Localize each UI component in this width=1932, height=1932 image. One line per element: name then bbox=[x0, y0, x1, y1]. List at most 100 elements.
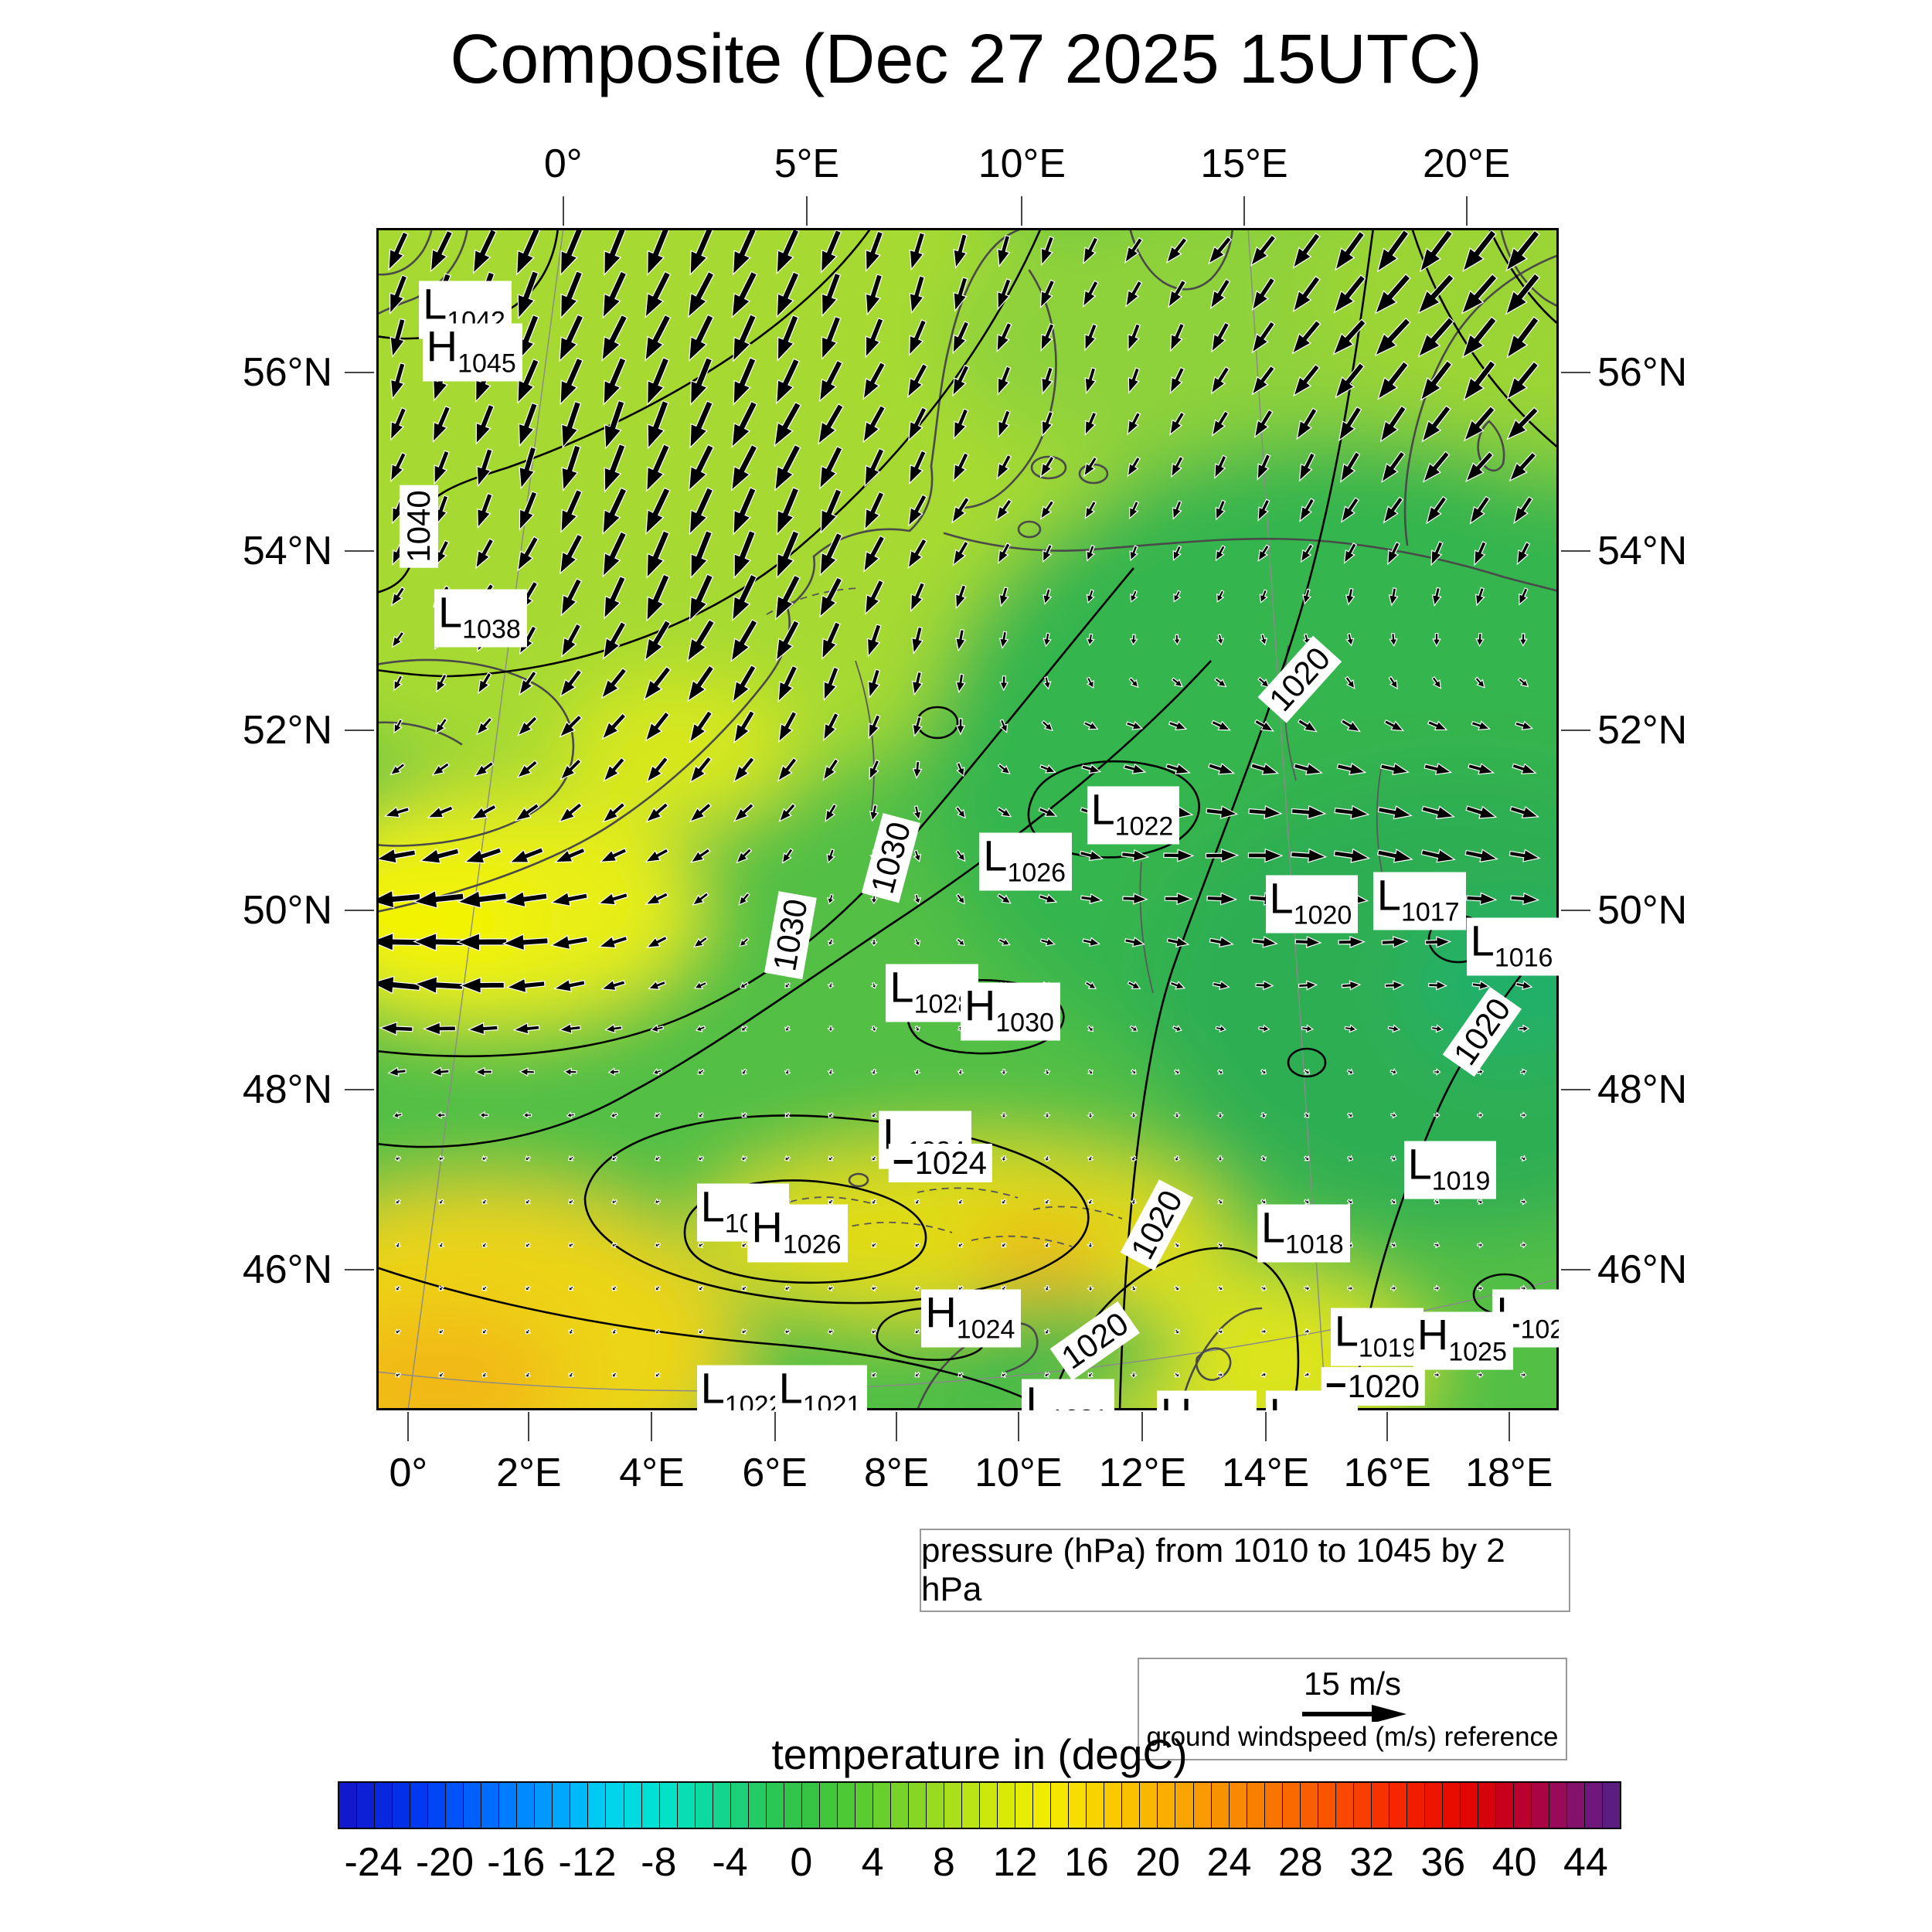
pressure-center-letter: L bbox=[778, 1363, 803, 1410]
colorbar-segment bbox=[747, 1783, 766, 1828]
colorbar-segment bbox=[730, 1783, 748, 1828]
wind-arrow bbox=[549, 934, 589, 951]
wind-arrow bbox=[821, 272, 842, 318]
map-frame bbox=[376, 228, 1559, 1410]
wind-arrow bbox=[778, 710, 798, 743]
wind-arrow bbox=[909, 319, 927, 356]
wind-arrow bbox=[819, 577, 843, 618]
wind-arrow bbox=[655, 1371, 662, 1378]
pressure-center-value: 1016 bbox=[1494, 943, 1553, 973]
colorbar-segment bbox=[926, 1783, 944, 1828]
wind-arrow bbox=[1383, 496, 1404, 524]
wind-arrow bbox=[602, 531, 628, 578]
wind-arrow bbox=[472, 228, 498, 274]
wind-arrow bbox=[560, 270, 583, 320]
wind-arrow bbox=[1431, 587, 1442, 607]
wind-arrow bbox=[1257, 498, 1270, 522]
pressure-center-value: 1023 bbox=[1520, 1315, 1559, 1345]
wind-arrow bbox=[784, 1111, 791, 1118]
wind-arrow bbox=[1087, 1025, 1094, 1032]
colorbar-segment bbox=[1317, 1783, 1335, 1828]
colorbar-segment bbox=[1192, 1783, 1211, 1828]
wind-arrow bbox=[1433, 1241, 1440, 1249]
colorbar-segment bbox=[1602, 1783, 1621, 1828]
wind-arrow bbox=[827, 1026, 835, 1032]
lat-label-left: 50°N bbox=[242, 887, 332, 933]
wind-arrow bbox=[1039, 937, 1056, 947]
wind-arrow bbox=[827, 981, 835, 989]
wind-arrow bbox=[776, 530, 800, 580]
wind-arrow bbox=[437, 1241, 445, 1249]
colorbar-segment bbox=[1104, 1783, 1122, 1828]
wind-arrow bbox=[1298, 452, 1316, 482]
wind-arrow bbox=[604, 575, 626, 620]
wind-arrow bbox=[998, 631, 1009, 649]
wind-arrow bbox=[476, 448, 493, 488]
wind-arrow bbox=[474, 1066, 493, 1077]
wind-arrow bbox=[826, 849, 835, 864]
lon-tick-bottom bbox=[1508, 1412, 1510, 1441]
pressure-center-letter: L bbox=[1260, 1202, 1285, 1251]
wind-arrow bbox=[509, 847, 544, 863]
wind-arrow bbox=[1477, 1371, 1484, 1379]
wind-arrow bbox=[1389, 1241, 1397, 1249]
wind-arrow bbox=[697, 1241, 705, 1248]
weather-map: L1042 H1045 L1038 L1022 L1026 L1020 L1017 L1016… bbox=[376, 228, 1559, 1410]
wind-arrow bbox=[1247, 848, 1284, 863]
wind-arrow bbox=[1128, 677, 1139, 689]
lon-tick-bottom bbox=[896, 1412, 898, 1441]
colorbar-tick-label: -16 bbox=[487, 1840, 546, 1885]
wind-arrow bbox=[865, 230, 884, 273]
wind-arrow bbox=[393, 675, 403, 692]
wind-arrow bbox=[819, 445, 843, 490]
wind-arrow bbox=[998, 937, 1011, 946]
wind-arrow bbox=[914, 1371, 920, 1378]
wind-arrow bbox=[871, 1111, 878, 1118]
wind-arrow bbox=[777, 757, 798, 782]
wind-arrow bbox=[689, 400, 713, 449]
colorbar-segment bbox=[605, 1783, 624, 1828]
wind-arrow bbox=[732, 573, 757, 622]
colorbar-title: temperature in (degC) bbox=[771, 1730, 1188, 1778]
wind-arrow bbox=[1505, 273, 1541, 315]
lat-label-right: 48°N bbox=[1597, 1067, 1688, 1113]
wind-arrow bbox=[998, 410, 1011, 439]
wind-arrow bbox=[818, 403, 844, 445]
wind-arrow bbox=[1216, 1155, 1224, 1162]
wind-arrow bbox=[912, 716, 923, 737]
wind-arrow bbox=[956, 761, 965, 777]
wind-arrow bbox=[1171, 677, 1183, 688]
wind-arrow bbox=[1173, 1241, 1180, 1248]
wind-arrow bbox=[871, 1198, 878, 1206]
wind-arrow bbox=[827, 1328, 835, 1335]
wind-arrow bbox=[1084, 367, 1097, 395]
lat-label-right: 52°N bbox=[1597, 708, 1688, 753]
wind-arrow bbox=[1430, 541, 1444, 566]
lon-label-top: 0° bbox=[543, 141, 583, 186]
wind-arrow bbox=[376, 975, 421, 995]
wind-arrow bbox=[688, 314, 714, 362]
wind-arrow bbox=[598, 935, 628, 949]
wind-arrow bbox=[478, 672, 492, 695]
wind-arrow bbox=[1083, 236, 1099, 265]
wind-arrow bbox=[1298, 980, 1318, 991]
wind-arrow bbox=[733, 709, 756, 744]
wind-arrow bbox=[1170, 322, 1185, 352]
pressure-center-letter: L bbox=[1026, 1377, 1050, 1410]
wind-arrow bbox=[1420, 849, 1456, 863]
wind-arrow bbox=[1469, 495, 1491, 525]
pressure-center-value: 1024 bbox=[956, 1315, 1015, 1345]
colorbar-segment bbox=[534, 1783, 553, 1828]
wind-arrow bbox=[954, 805, 966, 819]
wind-arrow bbox=[1130, 1284, 1138, 1292]
wind-arrow bbox=[1291, 804, 1327, 820]
wind-arrow bbox=[1462, 230, 1497, 272]
wind-arrow bbox=[607, 1067, 620, 1077]
wind-arrow bbox=[1165, 236, 1188, 264]
pressure-center-label: H1030 bbox=[960, 982, 1060, 1041]
lon-tick-bottom bbox=[1264, 1412, 1267, 1441]
wind-arrow bbox=[560, 357, 583, 406]
wind-arrow bbox=[604, 228, 627, 277]
wind-arrow bbox=[822, 758, 839, 781]
